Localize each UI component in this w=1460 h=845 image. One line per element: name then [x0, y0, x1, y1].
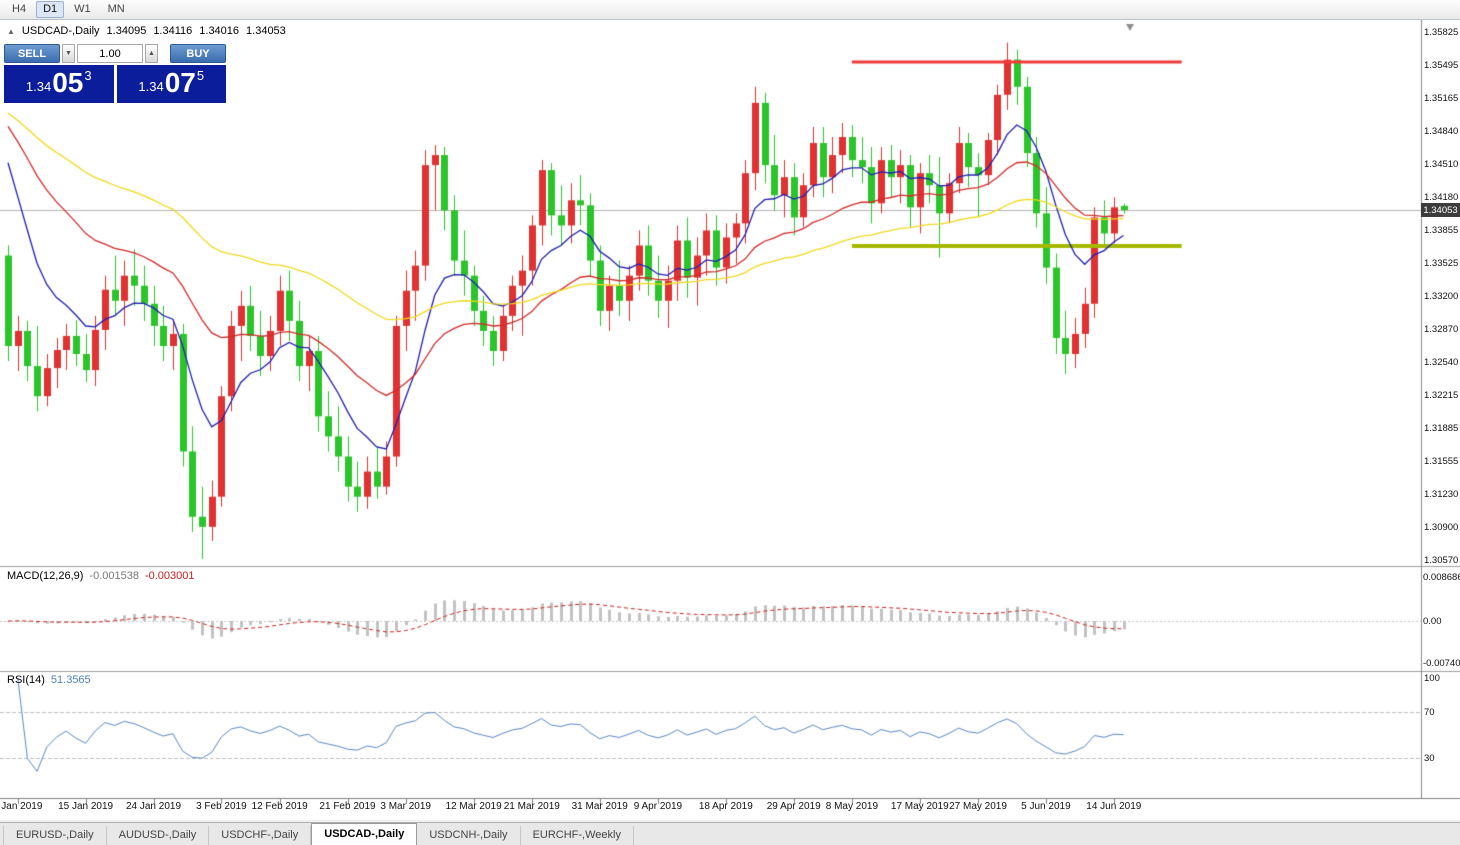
trade-panel-spacer — [160, 44, 168, 63]
date-axis-label: 17 May 2019 — [890, 801, 949, 812]
chart-tab[interactable]: EURCHF-,Weekly — [521, 826, 634, 845]
timeframe-toolbar: H4 D1 W1 MN — [0, 0, 1460, 20]
price-axis-label: 1.35165 — [1424, 93, 1459, 104]
price-axis-label: 1.30900 — [1424, 522, 1459, 533]
date-axis-label: 9 Apr 2019 — [633, 801, 683, 812]
macd-scale-label: 0.008686 — [1423, 572, 1460, 583]
buy-button[interactable]: BUY — [170, 44, 226, 63]
rsi-scale-label: 70 — [1424, 707, 1435, 718]
chart-tab[interactable]: AUDUSD-,Daily — [107, 826, 210, 845]
trade-panel-prices-row: 1.34 05 3 1.34 07 5 — [4, 65, 226, 103]
rsi-scale-label: 100 — [1424, 673, 1440, 684]
current-price-tag: 1.34053 — [1421, 203, 1460, 218]
buy-price-big-digits: 07 — [164, 67, 196, 98]
macd-name: MACD(12,26,9) — [7, 570, 84, 582]
timeframe-button-d1[interactable]: D1 — [36, 1, 65, 18]
buy-price-display[interactable]: 1.34 07 5 — [116, 65, 226, 103]
volume-increase-icon[interactable]: ▲ — [145, 44, 158, 63]
date-axis-label: 24 Jan 2019 — [125, 801, 182, 812]
price-axis-label: 1.31885 — [1424, 423, 1459, 434]
rsi-indicator-label: RSI(14) 51.3565 — [7, 674, 91, 686]
price-axis-label: 1.30570 — [1424, 555, 1459, 566]
date-axis-label: 12 Mar 2019 — [445, 801, 502, 812]
sell-price-big-digits: 05 — [52, 67, 84, 98]
date-axis-label: 3 Mar 2019 — [380, 801, 431, 812]
sell-price-pipette: 3 — [84, 68, 92, 83]
macd-scale-label: -0.007404 — [1423, 658, 1460, 669]
date-axis-label: 29 Apr 2019 — [766, 801, 821, 812]
rsi-scale-label: 30 — [1424, 753, 1435, 764]
macd-indicator-label: MACD(12,26,9) -0.001538 -0.003001 — [7, 570, 195, 582]
price-axis-label: 1.32870 — [1424, 324, 1459, 335]
sell-button[interactable]: SELL — [4, 44, 60, 63]
date-axis-label: 21 Mar 2019 — [503, 801, 560, 812]
macd-value: -0.001538 — [89, 570, 139, 582]
timeframe-button-w1[interactable]: W1 — [74, 3, 91, 15]
one-click-trading-panel: SELL ▼ ▲ BUY 1.34 05 3 1.34 07 5 — [4, 44, 226, 103]
volume-decrease-icon[interactable]: ▼ — [62, 44, 75, 63]
chart-canvas[interactable] — [0, 20, 1460, 820]
chart-tab-active[interactable]: USDCAD-,Daily — [311, 823, 418, 845]
price-axis-label: 1.31555 — [1424, 456, 1459, 467]
sell-price-prefix: 1.34 — [25, 79, 52, 94]
chart-tabs-bar: EURUSD-,Daily AUDUSD-,Daily USDCHF-,Daily U… — [0, 822, 1460, 845]
chart-tab[interactable]: EURUSD-,Daily — [3, 826, 107, 845]
price-axis-label: 1.34840 — [1424, 126, 1459, 137]
chart-symbol-label: USDCAD-,Daily — [21, 25, 100, 37]
price-axis-label: 1.31230 — [1424, 489, 1459, 500]
date-axis-label: 31 Mar 2019 — [571, 801, 628, 812]
rsi-value: 51.3565 — [50, 674, 91, 686]
date-axis-label: 27 May 2019 — [949, 801, 1007, 812]
price-axis-label: 1.33200 — [1424, 291, 1459, 302]
price-axis-label: 1.35495 — [1424, 60, 1459, 71]
price-axis-label: 1.34180 — [1424, 192, 1459, 203]
date-axis-label: 21 Feb 2019 — [319, 801, 376, 812]
date-axis-label: 15 Jan 2019 — [58, 801, 114, 812]
date-axis-label: 3 Feb 2019 — [196, 801, 247, 812]
rsi-name: RSI(14) — [7, 674, 45, 686]
date-axis-label: 12 Feb 2019 — [251, 801, 308, 812]
date-axis-label: 18 Apr 2019 — [698, 801, 753, 812]
sell-price-display[interactable]: 1.34 05 3 — [4, 65, 114, 103]
price-axis-label: 1.33525 — [1424, 258, 1459, 269]
chart-ohlc-header: ▲ USDCAD-,Daily 1.34095 1.34116 1.34016 … — [7, 25, 286, 37]
price-axis-label: 1.35825 — [1424, 27, 1459, 38]
trade-panel-controls-row: SELL ▼ ▲ BUY — [4, 44, 226, 63]
buy-price-prefix: 1.34 — [138, 79, 164, 94]
chart-tab[interactable]: USDCNH-,Daily — [417, 826, 521, 845]
macd-scale-label: 0.00 — [1423, 616, 1442, 627]
buy-price-pipette: 5 — [196, 68, 205, 83]
macd-signal-value: -0.003001 — [144, 570, 195, 582]
volume-input[interactable] — [77, 44, 143, 63]
ohlc-close-value: 1.34053 — [246, 25, 286, 37]
price-axis-label: 1.32540 — [1424, 357, 1459, 368]
date-axis-label: 8 May 2019 — [825, 801, 879, 812]
ohlc-high-value: 1.34116 — [153, 25, 193, 37]
date-axis-label: 5 Jun 2019 — [1021, 801, 1071, 812]
ohlc-open-value: 1.34095 — [106, 25, 147, 37]
price-axis-label: 1.34510 — [1424, 159, 1459, 170]
price-axis-label: 1.33855 — [1424, 225, 1459, 236]
trade-panel-collapse-icon[interactable]: ▲ — [7, 26, 15, 36]
timeframe-button-h4[interactable]: H4 — [12, 3, 27, 15]
date-axis-label: 14 Jun 2019 — [1086, 801, 1142, 812]
price-axis-label: 1.32215 — [1424, 390, 1459, 401]
chart-tab[interactable]: USDCHF-,Daily — [209, 826, 312, 845]
ohlc-low-value: 1.34016 — [199, 25, 240, 37]
date-axis-label: 6 Jan 2019 — [0, 801, 43, 812]
timeframe-button-mn[interactable]: MN — [107, 3, 125, 15]
